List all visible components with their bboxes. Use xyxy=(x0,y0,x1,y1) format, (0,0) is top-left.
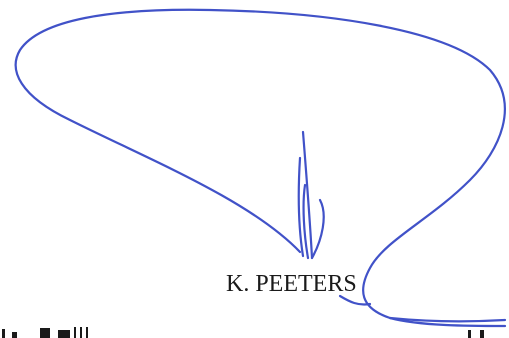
signatory-name: K. PEETERS xyxy=(226,271,357,297)
cropped-text-fragment xyxy=(2,327,484,338)
